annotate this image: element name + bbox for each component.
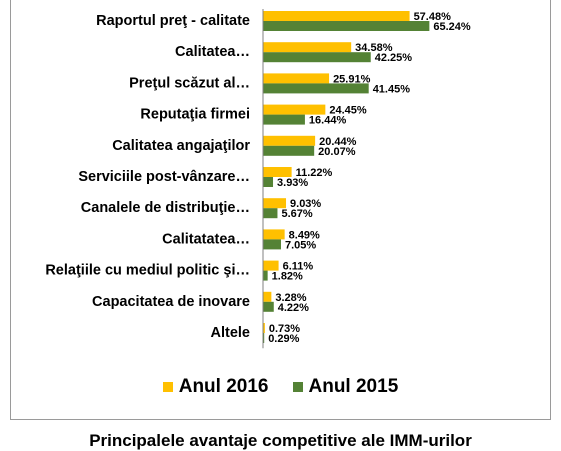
data-label: 16.44% <box>309 115 347 127</box>
data-label: 8.49% <box>289 229 320 241</box>
bar-2015 <box>263 145 315 156</box>
data-label: 6.11% <box>283 261 314 273</box>
legend-item-2016: Anul 2016 <box>162 376 269 398</box>
bar-chart: Raportul preţ - calitate 57.48%65.24% Cali… <box>45 9 471 349</box>
bar-2015 <box>263 114 305 125</box>
bar-2015 <box>263 208 278 219</box>
category-label: Canalele de distribuţie… <box>81 200 250 216</box>
bar-2015 <box>263 239 281 250</box>
bar-2015 <box>263 270 268 281</box>
data-label: 57.48% <box>414 11 452 23</box>
bar-2016 <box>263 11 410 21</box>
bar-2016 <box>263 167 292 177</box>
bar-2016 <box>263 135 316 146</box>
bar-2015 <box>263 83 369 94</box>
category-label: Capacitatea de inovare <box>92 294 250 310</box>
data-label: 11.22% <box>296 167 333 179</box>
data-label: 7.05% <box>285 239 316 251</box>
category-label: Serviciile post-vânzare… <box>78 169 250 185</box>
data-label: 4.22% <box>278 302 309 314</box>
data-label: 3.28% <box>275 292 306 304</box>
bar-2016 <box>263 291 272 302</box>
category-label: Calitatatea… <box>162 231 250 247</box>
data-label: 25.91% <box>333 73 371 85</box>
chart-frame <box>10 0 551 420</box>
bar-2016 <box>263 42 352 53</box>
category-label: Calitatea… <box>175 44 250 60</box>
legend-swatch-2015 <box>292 382 303 392</box>
bar-2016 <box>263 73 330 84</box>
bar-2015 <box>263 52 371 63</box>
bar-2016 <box>263 229 285 240</box>
data-label: 24.45% <box>329 105 367 117</box>
data-label: 20.07% <box>318 146 356 158</box>
bar-2015 <box>263 333 265 343</box>
data-label: 0.29% <box>268 333 299 345</box>
legend-item-2015: Anul 2015 <box>292 376 399 398</box>
data-label: 5.67% <box>281 208 312 220</box>
bar-2015 <box>263 177 274 187</box>
category-label: Altele <box>211 325 251 341</box>
data-label: 41.45% <box>373 83 411 95</box>
data-label: 20.44% <box>319 136 357 148</box>
legend-label-2015: Anul 2015 <box>308 376 399 397</box>
category-label: Reputaţia firmei <box>140 107 250 123</box>
data-label: 65.24% <box>433 21 471 33</box>
category-label: Relaţiile cu mediul politic şi… <box>45 263 250 279</box>
bar-2015 <box>263 21 430 31</box>
category-label: Preţul scăzut al… <box>129 75 250 91</box>
bar-2015 <box>263 301 274 312</box>
legend-label-2016: Anul 2016 <box>178 376 269 397</box>
data-label: 9.03% <box>290 198 321 210</box>
data-label: 1.82% <box>272 271 303 283</box>
bar-2016 <box>263 198 287 209</box>
data-label: 34.58% <box>355 42 393 54</box>
data-label: 3.93% <box>277 177 308 189</box>
legend-swatch-2016 <box>162 382 173 392</box>
legend: Anul 2016 Anul 2015 <box>0 376 561 398</box>
chart-caption: Principalele avantaje competitive ale IM… <box>89 431 472 450</box>
data-label: 0.73% <box>269 323 300 335</box>
category-label: Raportul preţ - calitate <box>96 13 250 29</box>
bar-2016 <box>263 323 265 333</box>
category-label: Calitatea angajaţilor <box>112 138 250 154</box>
bar-2016 <box>263 260 279 271</box>
data-label: 42.25% <box>375 52 413 64</box>
bar-2016 <box>263 104 326 115</box>
